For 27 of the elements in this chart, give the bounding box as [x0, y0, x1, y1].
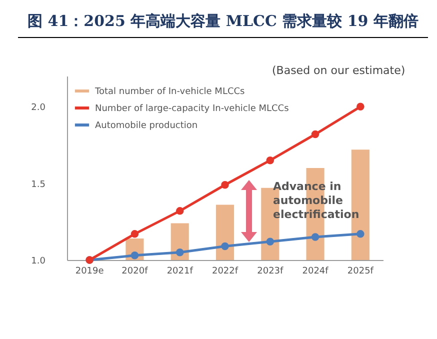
x-tick-label: 2025f	[347, 266, 374, 276]
legend-label: Automobile production	[95, 121, 198, 131]
legend-label: Total number of In-vehicle MLCCs	[94, 87, 246, 97]
x-tick-label: 2024f	[302, 266, 330, 276]
x-tick-label: 2022f	[212, 266, 239, 276]
point	[266, 238, 274, 246]
point	[221, 242, 229, 250]
y-tick-label: 1.5	[31, 180, 46, 190]
chart-title: 图 41：2025 年高端大容量 MLCC 需求量较 19 年翻倍	[18, 12, 428, 38]
point	[311, 130, 320, 138]
point	[130, 252, 139, 260]
point	[266, 156, 274, 164]
legend-label: Number of large-capacity In-vehicle MLCCs	[95, 104, 290, 114]
y-tick-label: 2.0	[31, 103, 46, 114]
x-tick-label: 2020f	[122, 266, 149, 276]
x-tick-label: 2019e	[75, 266, 104, 276]
point	[176, 248, 184, 256]
annotation: (Based on our estimate)	[272, 64, 406, 77]
point	[130, 230, 139, 238]
point	[176, 207, 184, 215]
x-tick-label: 2023f	[257, 266, 284, 276]
point	[311, 233, 320, 241]
x-tick-label: 2021f	[166, 266, 194, 276]
point	[356, 230, 364, 238]
point	[356, 102, 364, 111]
y-tick-label: 1.0	[31, 256, 46, 266]
point	[221, 181, 229, 189]
